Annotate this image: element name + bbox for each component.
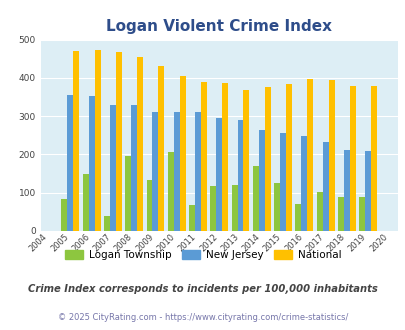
Text: Crime Index corresponds to incidents per 100,000 inhabitants: Crime Index corresponds to incidents per…	[28, 284, 377, 294]
Bar	[222, 83, 228, 231]
Bar	[258, 130, 264, 231]
Bar	[285, 84, 291, 231]
Bar	[295, 204, 301, 231]
Bar	[131, 105, 137, 231]
Bar	[152, 112, 158, 231]
Bar	[231, 185, 237, 231]
Bar	[370, 86, 376, 231]
Bar	[173, 112, 179, 231]
Bar	[146, 180, 152, 231]
Bar	[179, 76, 185, 231]
Bar	[252, 166, 258, 231]
Bar	[167, 152, 173, 231]
Bar	[364, 151, 370, 231]
Legend: Logan Township, New Jersey, National: Logan Township, New Jersey, National	[60, 246, 345, 264]
Bar	[61, 199, 67, 231]
Bar	[316, 192, 322, 231]
Bar	[115, 52, 122, 231]
Bar	[343, 150, 349, 231]
Bar	[322, 142, 328, 231]
Bar	[158, 66, 164, 231]
Bar	[210, 186, 216, 231]
Bar	[83, 174, 88, 231]
Bar	[216, 118, 222, 231]
Bar	[243, 90, 249, 231]
Bar	[337, 197, 343, 231]
Bar	[67, 95, 73, 231]
Bar	[307, 79, 313, 231]
Bar	[110, 105, 115, 231]
Text: © 2025 CityRating.com - https://www.cityrating.com/crime-statistics/: © 2025 CityRating.com - https://www.city…	[58, 313, 347, 322]
Bar	[104, 216, 110, 231]
Bar	[264, 87, 270, 231]
Bar	[194, 112, 200, 231]
Bar	[73, 51, 79, 231]
Bar	[301, 136, 307, 231]
Bar	[88, 96, 94, 231]
Bar	[279, 133, 285, 231]
Bar	[200, 82, 207, 231]
Bar	[237, 119, 243, 231]
Bar	[189, 205, 194, 231]
Bar	[94, 50, 100, 231]
Bar	[125, 155, 131, 231]
Bar	[273, 183, 279, 231]
Bar	[137, 57, 143, 231]
Bar	[358, 197, 364, 231]
Bar	[349, 85, 355, 231]
Bar	[328, 80, 334, 231]
Title: Logan Violent Crime Index: Logan Violent Crime Index	[106, 19, 331, 34]
